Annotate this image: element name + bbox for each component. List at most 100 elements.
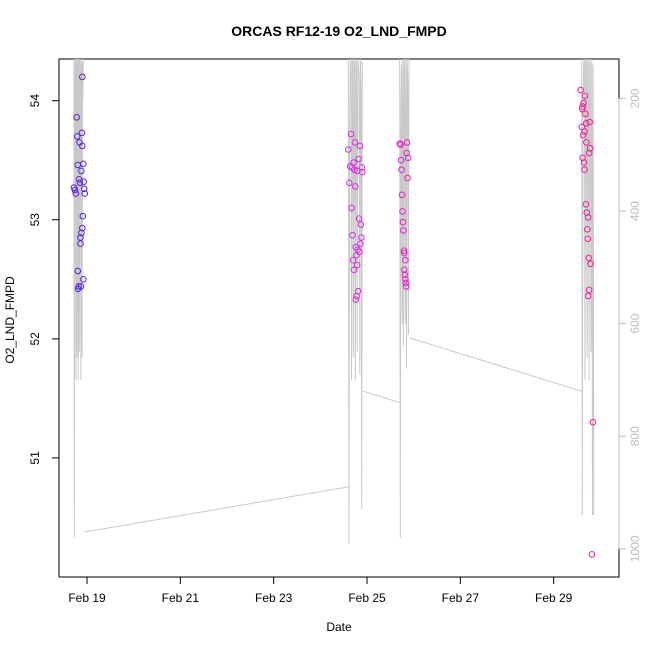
data-point — [73, 114, 80, 121]
y-axis-label: O2_LND_FMPD — [3, 276, 17, 364]
data-point — [352, 296, 360, 303]
data-point — [402, 283, 410, 290]
data-point — [356, 248, 363, 256]
data-point — [75, 283, 82, 290]
altitude-trace-layer — [73, 58, 595, 544]
data-point — [358, 234, 365, 241]
data-point — [400, 247, 408, 254]
data-point — [357, 221, 365, 228]
altitude-trace-segment-3 — [581, 58, 595, 516]
data-point — [578, 105, 586, 113]
data-point — [587, 260, 594, 268]
data-point — [582, 110, 589, 118]
data-point — [403, 149, 411, 157]
data-point — [399, 208, 406, 215]
data-point — [585, 149, 593, 157]
data-point — [580, 159, 588, 166]
data-point — [77, 240, 84, 247]
plot-frame — [58, 58, 620, 578]
data-point — [400, 227, 407, 234]
data-point — [399, 218, 407, 226]
data-point — [584, 214, 592, 221]
data-point — [350, 159, 357, 166]
altitude-trace-segment-2 — [399, 58, 410, 538]
altitude-transit-line-1 — [363, 390, 400, 403]
data-point — [585, 254, 593, 262]
x-tick-label: Feb 21 — [162, 591, 200, 605]
data-points-layer — [70, 73, 597, 558]
data-point — [353, 261, 361, 269]
data-point — [398, 191, 406, 199]
data-point — [402, 279, 410, 287]
right-axis-tick-label: 400 — [628, 201, 642, 221]
y-tick-label: 52 — [28, 332, 42, 346]
chart-title: ORCAS RF12-19 O2_LND_FMPD — [231, 23, 447, 39]
data-point — [584, 226, 591, 233]
data-point — [76, 179, 84, 187]
data-point — [397, 156, 405, 164]
data-point — [401, 266, 408, 274]
data-point — [359, 168, 366, 176]
altitude-trace-segment-1 — [347, 58, 363, 544]
data-point — [579, 103, 586, 110]
altitude-transit-line-0 — [84, 486, 349, 533]
data-point — [355, 155, 362, 163]
y-tick-label: 53 — [28, 213, 42, 227]
data-point — [79, 224, 86, 232]
right-axis-tick-label: 800 — [628, 426, 642, 446]
right-axis-tick-label: 600 — [628, 313, 642, 333]
data-point — [582, 201, 590, 208]
data-point — [350, 266, 358, 274]
data-point — [584, 292, 592, 300]
data-point — [358, 164, 366, 171]
data-point — [354, 287, 362, 295]
data-point — [401, 271, 409, 278]
right-axis-tick-label: 200 — [628, 88, 642, 108]
data-point — [348, 204, 355, 212]
data-point — [583, 139, 590, 146]
y-tick-label: 54 — [28, 94, 42, 108]
data-point — [79, 212, 87, 220]
data-point — [349, 256, 357, 264]
x-axis-label: Date — [326, 620, 352, 634]
data-point — [80, 185, 88, 193]
axes-layer: Feb 19 Feb 21 Feb 23 Feb 25 Feb 27 Feb 29 51 52… — [28, 88, 642, 605]
data-point — [78, 229, 85, 237]
data-point — [402, 276, 409, 283]
data-point — [353, 252, 360, 259]
data-point — [588, 551, 596, 558]
data-point — [397, 141, 404, 148]
data-point — [352, 243, 360, 251]
data-point — [404, 174, 411, 182]
data-point — [345, 146, 352, 153]
data-point — [584, 235, 592, 243]
data-point — [403, 139, 411, 146]
data-point — [402, 256, 409, 264]
data-point — [401, 249, 408, 257]
data-point — [585, 286, 593, 294]
data-point — [356, 142, 364, 150]
data-point — [73, 133, 81, 140]
data-point — [398, 166, 405, 173]
data-point — [351, 139, 359, 146]
data-point — [71, 186, 79, 194]
x-tick-label: Feb 19 — [68, 591, 106, 605]
data-point — [78, 129, 86, 137]
x-tick-label: Feb 25 — [348, 591, 386, 605]
altitude-transit-line-2 — [408, 337, 582, 392]
data-point — [347, 130, 355, 138]
data-point — [80, 160, 87, 168]
data-point — [580, 99, 587, 107]
x-tick-label: Feb 23 — [255, 591, 293, 605]
data-point — [579, 131, 587, 139]
data-point — [396, 140, 404, 147]
data-point — [74, 267, 81, 275]
data-point — [404, 154, 412, 162]
data-point — [80, 276, 87, 283]
data-point — [79, 73, 86, 81]
data-point — [589, 418, 597, 426]
data-point — [355, 215, 363, 222]
altitude-trace-segment-0 — [73, 58, 84, 538]
